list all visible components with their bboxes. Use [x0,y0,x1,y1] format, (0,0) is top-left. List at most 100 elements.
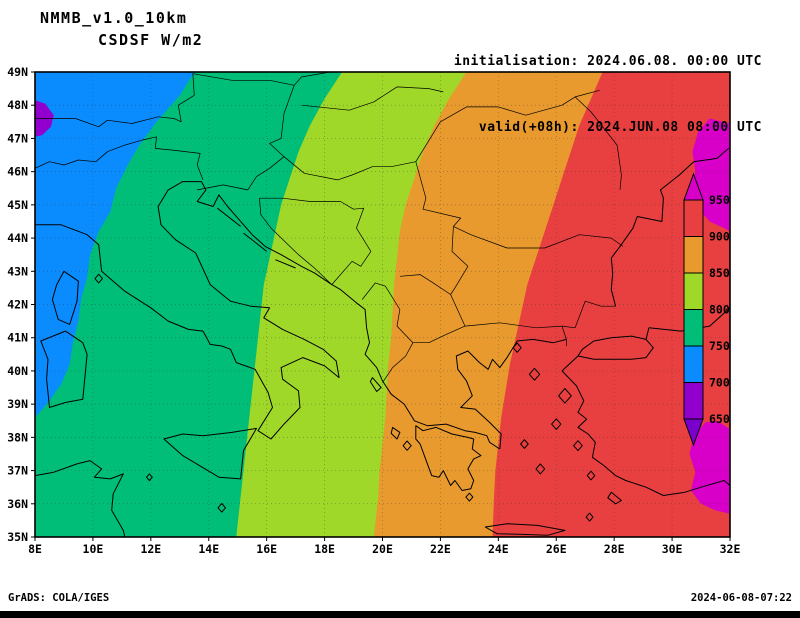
y-tick-label: 44N [7,231,28,245]
colorbar-segment-green [683,309,704,347]
y-tick-label: 47N [7,131,28,145]
small-island [551,418,562,430]
country-border [561,325,567,346]
colorbar-label: 750 [709,339,730,353]
x-tick-label: 28E [604,542,625,556]
colorbar-label: 650 [709,412,730,426]
field-blob-magenta [689,420,730,514]
x-tick-label: 20E [372,542,393,556]
bottom-bar [0,611,800,618]
small-island [528,367,541,381]
country-border [574,96,622,190]
small-island [402,440,412,451]
country-border [466,89,600,116]
y-tick-label: 43N [7,264,28,278]
colorbar-label: 950 [709,193,730,207]
y-tick-label: 48N [7,98,28,112]
colorbar-max-arrow [683,172,704,201]
colorbar-label: 800 [709,303,730,317]
colorbar-segment-orange [683,236,704,274]
header-left: NMMB_v1.0_10km CSDSF W/m2 [40,7,203,51]
y-tick-label: 39N [7,397,28,411]
small-island [586,470,596,481]
coastline [243,232,268,252]
island-outline [484,523,566,536]
coastline [196,181,501,450]
x-tick-label: 26E [546,542,567,556]
country-border [35,73,195,128]
coastline [217,207,241,227]
x-axis-labels: 8E 10E 12E 14E 16E 18E 20E 22E 24E 26E 28E 30E 32E [28,537,740,556]
country-border [415,161,462,227]
x-tick-label: 22E [430,542,451,556]
country-border [269,85,353,181]
coastline [35,181,340,440]
island-outline [51,270,79,325]
island-outline [40,330,88,408]
y-tick-label: 36N [7,497,28,511]
country-border [197,156,285,191]
y-tick-label: 42N [7,298,28,312]
coastline [35,460,126,537]
country-border [301,86,444,111]
grads-credit: GrADS: COLA/IGES [8,592,110,604]
small-island [217,503,226,513]
x-tick-label: 32E [720,542,741,556]
colorbar-label: 700 [709,376,730,390]
x-tick-label: 18E [314,542,335,556]
x-tick-label: 16E [256,542,277,556]
x-tick-label: 24E [488,542,509,556]
island-outline [369,377,382,392]
coastline [275,259,296,269]
colorbar-segment-blue [683,345,704,383]
y-tick-label: 35N [7,530,28,544]
island-outline [607,491,622,505]
small-island [146,473,153,481]
small-island [585,512,594,522]
colorbar-segment-purple [683,382,704,420]
island-outline [390,426,401,440]
y-tick-label: 46N [7,165,28,179]
creation-timestamp: 2024-06-08-07:22 [690,592,792,604]
country-border [35,136,204,181]
x-tick-label: 12E [140,542,161,556]
island-outline [415,425,482,491]
small-island [573,440,583,452]
model-title: NMMB_v1.0_10km [40,9,188,27]
small-island [512,342,522,353]
country-border [453,226,624,249]
y-tick-label: 49N [7,65,28,79]
country-border [331,207,372,285]
field-layer [35,72,730,537]
coastline [455,338,567,450]
colorbar-segment-red [683,199,704,237]
x-tick-label: 10E [83,542,104,556]
small-island [558,388,572,404]
variable-title: CSDSF W/m2 [98,31,204,49]
valid-time-label: valid(+08h): 2024.JUN.08 08:00 UTC [478,120,762,135]
small-island [465,492,474,502]
coastline [645,327,650,340]
graticule [35,72,730,537]
y-axis-labels: 49N 48N 47N 46N 45N 44N 43N 42N 41N 40N 39N 38N 37N 3… [7,65,35,544]
y-tick-label: 38N [7,430,28,444]
colorbar: 650 700 750 800 850 900 950 [683,172,730,447]
border-layer [35,72,624,383]
colorbar-label: 850 [709,266,730,280]
small-island [520,439,529,449]
x-tick-label: 14E [198,542,219,556]
island-outline [163,427,257,480]
x-tick-label: 8E [28,542,42,556]
field-band-blue [35,72,195,537]
country-border [192,72,331,86]
country-border [382,322,563,383]
country-border [361,282,414,343]
island-outline [577,335,654,360]
y-tick-label: 37N [7,464,28,478]
coastline [561,370,730,496]
coastline-layer [35,148,730,537]
header-right: initialisation: 2024.06.08. 00:00 UTC va… [454,7,762,183]
colorbar-label: 900 [709,230,730,244]
